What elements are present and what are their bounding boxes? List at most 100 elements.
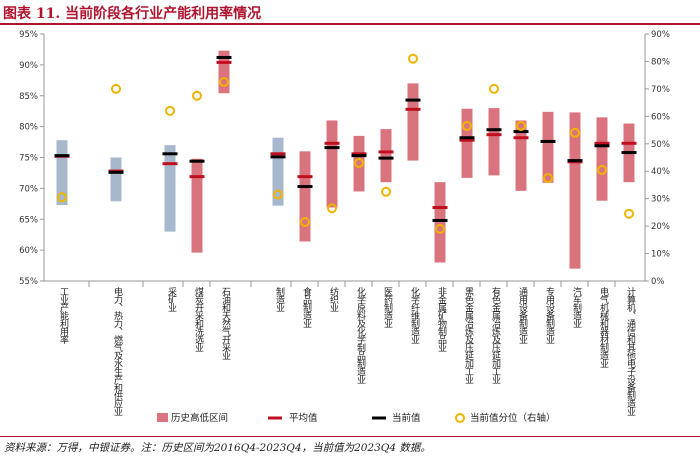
avg-marker xyxy=(216,60,232,64)
right-axis-tick-label: 0% xyxy=(651,277,665,287)
percentile-point xyxy=(219,77,229,88)
range-bar xyxy=(569,112,581,269)
range-bar xyxy=(56,140,68,206)
right-axis-tick-label: 20% xyxy=(651,222,670,232)
percentile-point xyxy=(111,83,121,94)
avg-marker xyxy=(270,152,286,156)
percentile-point xyxy=(624,208,634,219)
x-category-label: 汽车制造业 xyxy=(571,286,582,328)
avg-marker xyxy=(486,133,502,137)
current-marker xyxy=(216,55,232,59)
current-marker xyxy=(459,136,475,140)
x-category-label: 计算机、通信和其他电子设备制造业 xyxy=(625,286,636,416)
left-axis-tick-label: 55% xyxy=(19,277,38,287)
avg-marker xyxy=(162,162,178,166)
legend-avg-swatch xyxy=(268,416,282,420)
current-marker xyxy=(270,155,286,159)
x-category-label: 非金属矿物制品业 xyxy=(436,286,447,352)
x-category-label: 食品制造业 xyxy=(301,286,312,328)
current-marker xyxy=(378,156,394,160)
avg-marker xyxy=(324,141,340,145)
range-bar xyxy=(596,117,608,201)
percentile-point xyxy=(354,157,364,168)
x-category-label: 石油和天然气开采业 xyxy=(220,287,231,360)
range-bar xyxy=(272,137,284,206)
percentile-point xyxy=(462,120,472,131)
range-bar xyxy=(191,158,203,253)
legend-current-label: 当前值 xyxy=(392,412,421,424)
percentile-point xyxy=(327,203,337,214)
legend-range-swatch xyxy=(157,413,168,422)
x-category-label: 专用设备制造业 xyxy=(544,286,555,344)
percentile-point xyxy=(516,120,526,131)
current-marker xyxy=(432,218,448,222)
range-bar xyxy=(488,108,500,176)
legend-range-label: 历史高低区间 xyxy=(171,412,228,424)
x-category-label: 电气机械和器材制造业 xyxy=(598,286,609,368)
right-axis-tick-label: 90% xyxy=(651,30,670,40)
avg-marker xyxy=(297,175,313,179)
left-axis-tick-label: 85% xyxy=(19,92,38,102)
x-category-label: 化学原料及化学制品制造业 xyxy=(355,286,366,384)
avg-marker xyxy=(459,138,475,142)
percentile-point xyxy=(489,83,499,94)
right-axis-tick-label: 80% xyxy=(651,57,670,67)
x-category-label: 有色金属冶炼及压延加工业 xyxy=(490,286,501,384)
avg-marker xyxy=(621,141,637,145)
range-bar xyxy=(326,120,338,208)
percentile-point xyxy=(408,53,418,64)
header: 图表 11. 当前阶段各行业产能利用率情况 xyxy=(0,0,700,25)
current-marker xyxy=(297,185,313,189)
percentile-point xyxy=(570,127,580,138)
right-axis-tick-label: 50% xyxy=(651,140,670,150)
right-axis-tick-label: 70% xyxy=(651,85,670,95)
legend-percentile-swatch xyxy=(455,413,465,423)
legend-percentile-label: 当前值分位（右轴） xyxy=(470,412,556,424)
left-axis-tick-label: 70% xyxy=(19,184,38,194)
footer-rule xyxy=(0,436,700,437)
avg-marker xyxy=(189,175,205,179)
left-axis-tick-label: 75% xyxy=(19,154,38,164)
percentile-point xyxy=(273,189,283,200)
title-rule xyxy=(0,23,700,25)
right-axis-tick-label: 10% xyxy=(651,250,670,260)
x-category-label: 纺织业 xyxy=(328,286,339,312)
percentile-point xyxy=(57,192,67,203)
range-bar xyxy=(218,50,230,94)
left-axis-tick-label: 80% xyxy=(19,123,38,133)
range-bar xyxy=(164,145,176,232)
current-marker xyxy=(486,128,502,132)
x-category-label: 医药制造业 xyxy=(382,287,393,328)
left-axis-tick-label: 90% xyxy=(19,61,38,71)
percentile-point xyxy=(300,216,310,227)
source-note: 资料来源：万得，中银证券。注：历史区间为2016Q4-2023Q4，当前值为20… xyxy=(4,442,431,454)
x-category-label: 化学纤维制造业 xyxy=(409,286,420,344)
x-category-label: 工业产能利用率 xyxy=(58,287,69,345)
x-category-label: 采矿业 xyxy=(166,287,177,312)
range-bar xyxy=(542,111,554,183)
range-bar xyxy=(380,129,392,183)
range-bar xyxy=(515,120,527,191)
current-marker xyxy=(405,98,421,102)
current-marker xyxy=(108,170,124,174)
range-bar xyxy=(461,108,473,178)
range-bar xyxy=(407,83,419,161)
percentile-point xyxy=(435,223,445,234)
x-category-label: 煤炭开采和洗选业 xyxy=(193,286,204,352)
current-marker xyxy=(540,139,556,143)
avg-marker xyxy=(432,206,448,210)
chart-title: 图表 11. 当前阶段各行业产能利用率情况 xyxy=(3,6,262,22)
avg-marker xyxy=(594,141,610,145)
left-axis-tick-label: 60% xyxy=(19,246,38,256)
left-axis-tick-label: 95% xyxy=(19,30,38,40)
legend-avg-label: 平均值 xyxy=(289,412,318,424)
current-marker xyxy=(324,146,340,150)
x-category-label: 制造业 xyxy=(274,286,285,312)
right-axis-tick-label: 60% xyxy=(651,112,670,122)
current-marker xyxy=(189,159,205,163)
x-category-label: 通用设备制造业 xyxy=(517,287,528,344)
percentile-point xyxy=(165,105,175,116)
current-marker xyxy=(54,154,70,158)
current-marker xyxy=(621,151,637,155)
